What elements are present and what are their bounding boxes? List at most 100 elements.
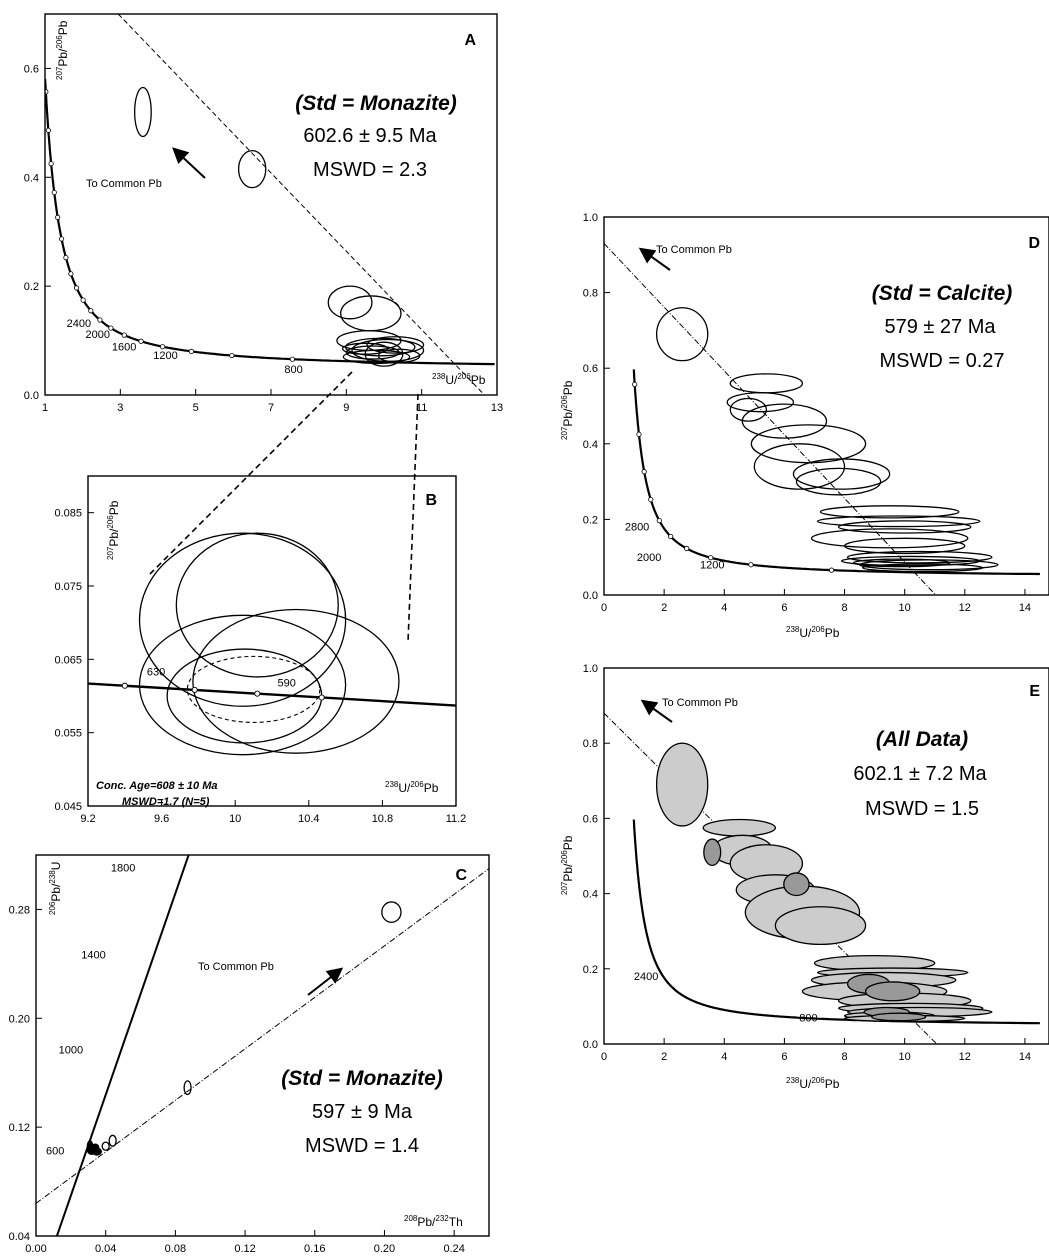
concordia-marker xyxy=(828,567,835,573)
x-tick-label: 0.20 xyxy=(374,1243,395,1255)
plot-frame xyxy=(603,667,1049,1045)
x-tick-label: 1 xyxy=(42,402,48,414)
concordia-marker xyxy=(138,338,144,344)
data-ellipse xyxy=(852,558,951,568)
data-ellipse xyxy=(183,1080,192,1096)
y-tick-label: 1.0 xyxy=(583,663,598,675)
zoom-connector-left xyxy=(149,371,353,575)
concordia-marker xyxy=(188,348,195,354)
concordia-marker xyxy=(51,189,57,196)
x-axis-label: 238U/206Pb xyxy=(385,780,439,795)
common-pb-label: To Common Pb xyxy=(656,244,732,256)
concordia-marker xyxy=(48,161,54,167)
concordia-age-label: 590 xyxy=(278,677,296,689)
x-tick-label: 11.2 xyxy=(446,813,467,825)
concordia-marker xyxy=(708,555,714,561)
zoom-connector-right xyxy=(407,393,419,643)
x-tick-label: 9.6 xyxy=(154,813,169,825)
mswd-result: MSWD = 2.3 xyxy=(313,159,427,181)
y-tick-label: 0.8 xyxy=(583,738,598,750)
y-tick-label: 0.2 xyxy=(583,964,598,976)
x-tick-label: 5 xyxy=(193,402,199,414)
y-tick-label: 0.20 xyxy=(9,1013,30,1025)
x-axis-label: 238U/206Pb xyxy=(432,372,486,387)
data-ellipse xyxy=(846,550,993,564)
regression-line xyxy=(36,868,489,1204)
concordia-marker xyxy=(191,686,198,693)
y-tick-label: 0.6 xyxy=(583,363,598,375)
regression-line xyxy=(117,14,485,395)
data-ellipse xyxy=(138,532,347,707)
data-ellipse xyxy=(655,307,709,362)
x-tick-label: 14 xyxy=(1019,1051,1031,1063)
x-tick-label: 13 xyxy=(491,402,503,414)
concordia-age-ellipse xyxy=(186,655,321,723)
age-result: 602.1 ± 7.2 Ma xyxy=(853,763,987,785)
concordia-marker xyxy=(63,255,69,261)
data-ellipse xyxy=(702,818,777,837)
concordia-age-label: 2400 xyxy=(67,318,91,330)
x-tick-label: 12 xyxy=(959,602,971,614)
concordia-age-label: 1800 xyxy=(111,862,135,874)
concordia-marker xyxy=(656,518,662,524)
panel-e: 0 2 4 6 8 10 12 14 0.0 0.2 0.4 0.6 0.8 1.0 E 2400 800 (Al… xyxy=(560,663,1049,1091)
data-ellipse xyxy=(86,1140,94,1153)
zoom-connectors xyxy=(149,371,419,643)
concordia-age-label: 1200 xyxy=(153,350,177,362)
data-ellipse xyxy=(381,901,402,924)
concordia-marker xyxy=(68,271,74,277)
y-axis-label: 207Pb/206Pb xyxy=(560,380,575,440)
concordia-marker xyxy=(160,344,166,350)
x-tick-label: 10 xyxy=(899,602,911,614)
concordia-age-label: 630 xyxy=(147,666,165,678)
x-tick-label: 0 xyxy=(601,602,607,614)
y-tick-label: 0.0 xyxy=(24,390,39,402)
concordia-marker xyxy=(97,317,103,323)
concordia-marker xyxy=(632,381,638,388)
data-ellipse xyxy=(870,1012,927,1022)
x-tick-label: 10 xyxy=(899,1051,911,1063)
data-ellipse xyxy=(783,872,810,897)
x-tick-label: 0.12 xyxy=(234,1243,255,1255)
panel-letter: E xyxy=(1029,683,1040,700)
x-tick-label: 4 xyxy=(721,1051,727,1063)
y-tick-label: 0.4 xyxy=(583,439,598,451)
x-tick-label: 8 xyxy=(841,1051,847,1063)
concordia-marker xyxy=(229,352,235,359)
concordia-marker xyxy=(636,431,642,437)
standard-label: (Std = Monazite) xyxy=(295,92,457,115)
concordia-age-label: 2800 xyxy=(625,522,649,534)
plot-frame xyxy=(35,854,490,1237)
y-tick-label: 0.04 xyxy=(9,1231,30,1243)
data-ellipse xyxy=(101,1141,110,1151)
panel-c: 0.00 0.04 0.08 0.12 0.16 0.20 0.240.040.120.20… xyxy=(9,854,490,1255)
data-ellipse xyxy=(774,906,867,946)
concordia-marker xyxy=(88,308,94,314)
data-ellipse xyxy=(341,342,389,355)
common-pb-label: To Common Pb xyxy=(198,961,274,973)
y-tick-label: 0.045 xyxy=(54,801,82,813)
data-ellipse xyxy=(91,1147,102,1156)
y-tick-label: 0.0 xyxy=(583,590,598,602)
y-tick-label: 0.0 xyxy=(583,1039,598,1051)
y-axis-label: 207Pb/206Pb xyxy=(55,20,70,80)
age-result: 579 ± 27 Ma xyxy=(884,316,996,338)
x-tick-label: 14 xyxy=(1019,602,1031,614)
data-ellipse xyxy=(837,520,972,534)
concordia-marker xyxy=(684,545,690,552)
concordia-age-label: 1000 xyxy=(59,1045,83,1057)
regression-line xyxy=(604,243,937,595)
concordia-age-label: 2000 xyxy=(85,329,109,341)
data-ellipse xyxy=(192,608,400,754)
concordia-marker xyxy=(80,297,86,303)
concordia-marker xyxy=(45,89,49,95)
mswd-result: MSWD = 1.5 xyxy=(865,798,979,820)
concordia-marker xyxy=(121,682,128,689)
y-tick-label: 0.055 xyxy=(54,728,82,740)
x-tick-label: 6 xyxy=(781,602,787,614)
concordia-marker xyxy=(748,562,754,568)
x-tick-label: 0.04 xyxy=(95,1243,116,1255)
concordia-marker xyxy=(318,694,325,701)
data-ellipse xyxy=(729,373,804,394)
y-tick-label: 0.12 xyxy=(9,1122,30,1134)
